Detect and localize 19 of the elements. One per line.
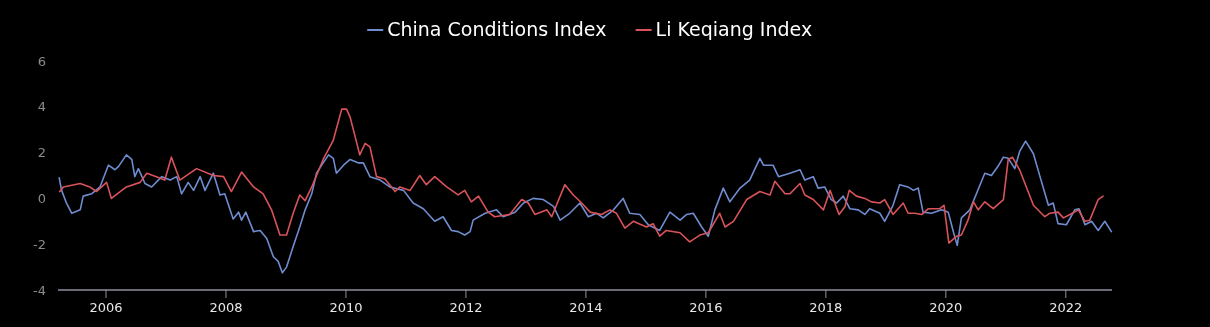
x-tick-label: 2014	[569, 300, 603, 315]
x-tick-label: 2016	[689, 300, 723, 315]
x-tick-label: 2022	[1049, 300, 1083, 315]
x-tick-label: 2012	[449, 300, 483, 315]
line-series	[58, 140, 1113, 274]
y-tick-label: 6	[37, 53, 46, 69]
y-tick-label: 4	[37, 99, 46, 115]
x-tick-label: 2020	[929, 300, 963, 315]
line-series	[59, 108, 1104, 244]
y-tick-label: 2	[37, 145, 46, 161]
x-tick-label: 2006	[89, 300, 123, 315]
legend-label: China Conditions Index	[387, 18, 607, 40]
y-tick-label: -4	[33, 282, 46, 298]
x-tick-label: 2010	[329, 300, 363, 315]
y-tick-label: -2	[33, 236, 46, 252]
x-tick-label: 2018	[809, 300, 843, 315]
x-tick-label: 2008	[209, 300, 243, 315]
y-tick-label: 0	[37, 190, 46, 206]
legend-label: Li Keqiang Index	[655, 18, 813, 40]
